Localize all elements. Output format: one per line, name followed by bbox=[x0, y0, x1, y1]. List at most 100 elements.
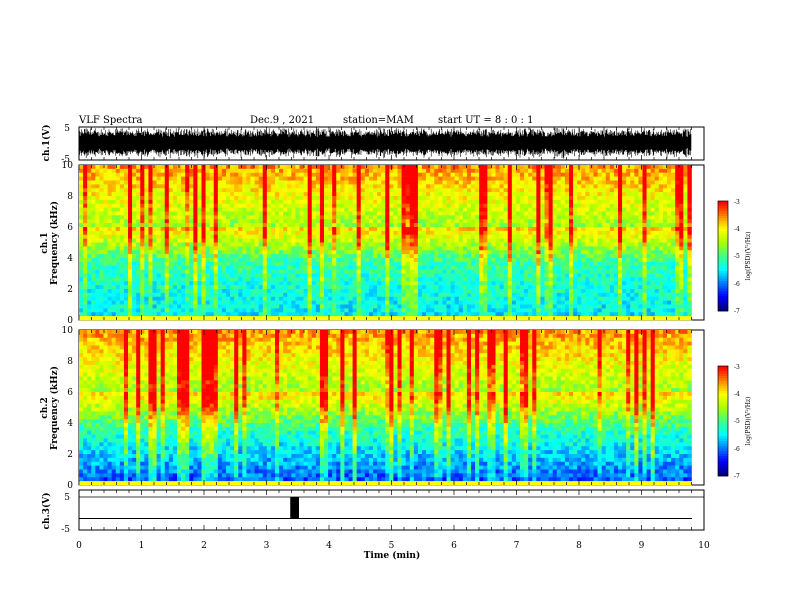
spectro-cell bbox=[658, 238, 664, 243]
spectro-cell bbox=[111, 269, 117, 274]
spectro-cell bbox=[662, 273, 668, 278]
spectro-cell bbox=[266, 211, 272, 216]
spectro-cell bbox=[511, 165, 517, 170]
spectro-cell bbox=[475, 269, 480, 274]
spectro-cell bbox=[638, 180, 643, 185]
spectro-cell bbox=[458, 219, 464, 224]
spectro-cell bbox=[454, 172, 460, 177]
spectro-cell bbox=[115, 211, 121, 216]
spectro-cell bbox=[442, 215, 447, 220]
spectro-cell bbox=[266, 168, 272, 174]
spectro-cell bbox=[279, 215, 284, 220]
spectro-cell bbox=[634, 196, 639, 201]
spectro-cell bbox=[111, 265, 117, 270]
spectro-cell bbox=[328, 219, 333, 224]
spectro-cell bbox=[266, 223, 272, 228]
spectro-cell bbox=[560, 277, 566, 282]
spectro-cell bbox=[381, 165, 386, 170]
spectro-cell bbox=[687, 188, 692, 193]
spectro-cell bbox=[385, 176, 390, 181]
spectro-cell bbox=[515, 238, 521, 243]
spectro-cell bbox=[99, 265, 104, 270]
spectro-cell bbox=[385, 281, 390, 286]
spectro-cell bbox=[148, 180, 153, 185]
spectro-cell bbox=[618, 192, 623, 197]
spectro-cell bbox=[336, 265, 341, 270]
spectro-cell bbox=[560, 180, 566, 185]
spectro-cell bbox=[164, 172, 170, 177]
spectro-cell bbox=[462, 207, 468, 212]
spectro-cell bbox=[340, 261, 345, 267]
spectro-cell bbox=[667, 242, 672, 247]
spectro-cell bbox=[544, 219, 549, 224]
spectro-cell bbox=[609, 176, 615, 181]
spectro-cell bbox=[140, 203, 145, 208]
spectro-cell bbox=[189, 265, 194, 270]
spectro-cell bbox=[605, 254, 611, 259]
spectro-cell bbox=[132, 188, 137, 193]
spectro-cell bbox=[332, 215, 337, 220]
spectro-cell bbox=[564, 203, 570, 208]
spectro-cell bbox=[328, 250, 333, 255]
spectro-cell bbox=[148, 281, 153, 286]
spectro-cell bbox=[128, 211, 133, 216]
spectro-cell bbox=[626, 168, 631, 174]
spectro-cell bbox=[360, 250, 366, 255]
spectro-cell bbox=[667, 258, 672, 263]
spectro-cell bbox=[364, 265, 370, 270]
spectro-cell bbox=[683, 223, 688, 228]
spectro-cell bbox=[128, 258, 133, 263]
spectro-cell bbox=[291, 281, 296, 286]
spectro-cell bbox=[540, 199, 545, 205]
spectro-cell bbox=[209, 184, 215, 189]
spectro-cell bbox=[450, 180, 455, 185]
spectro-cell bbox=[87, 285, 92, 290]
spectro-cell bbox=[638, 192, 643, 197]
spectro-cell bbox=[646, 261, 651, 267]
spectro-cell bbox=[540, 203, 545, 208]
spectro-cell bbox=[589, 196, 594, 201]
spectro-cell bbox=[422, 246, 427, 251]
spectro-cell bbox=[556, 207, 562, 212]
spectro-cell bbox=[556, 165, 562, 170]
spectro-cell bbox=[79, 234, 84, 239]
spectro-cell bbox=[307, 223, 313, 228]
spectro-cell bbox=[221, 242, 227, 247]
spectro-cell bbox=[556, 254, 562, 259]
spectro-cell bbox=[442, 281, 447, 286]
spectro-cell bbox=[613, 188, 619, 193]
spectro-cell bbox=[115, 196, 121, 201]
spectro-cell bbox=[662, 176, 668, 181]
spectro-cell bbox=[626, 176, 631, 181]
spectro-cell bbox=[299, 165, 304, 170]
spectro-cell bbox=[340, 254, 345, 259]
spectro-cell bbox=[679, 242, 684, 247]
spectro-cell bbox=[667, 254, 672, 259]
spectro-cell bbox=[328, 273, 333, 278]
spectro-cell bbox=[168, 192, 174, 197]
spectro-cell bbox=[79, 203, 84, 208]
spectro-cell bbox=[650, 223, 656, 228]
spectro-cell bbox=[593, 180, 598, 185]
spectro-cell bbox=[520, 242, 525, 247]
spectro-cell bbox=[119, 246, 125, 251]
spectro-cell bbox=[577, 219, 582, 224]
spectro-cell bbox=[622, 196, 627, 201]
spectro-cell bbox=[679, 238, 684, 243]
spectro-cell bbox=[442, 223, 447, 228]
spectro-cell bbox=[160, 165, 166, 170]
spectro-cell bbox=[226, 188, 231, 193]
spectro-cell bbox=[177, 281, 182, 286]
spectro-cell bbox=[679, 165, 684, 170]
spectro-cell bbox=[650, 285, 656, 290]
spectro-cell bbox=[585, 180, 590, 185]
spectro-cell bbox=[585, 168, 590, 174]
spectro-cell bbox=[581, 242, 586, 247]
spectro-cell bbox=[675, 207, 680, 212]
spectro-cell bbox=[548, 180, 553, 185]
spectro-cell bbox=[360, 269, 366, 274]
spectro-cell bbox=[454, 184, 460, 189]
spectro-cell bbox=[360, 192, 366, 197]
spectro-cell bbox=[442, 261, 447, 267]
spectro-cell bbox=[503, 211, 509, 216]
